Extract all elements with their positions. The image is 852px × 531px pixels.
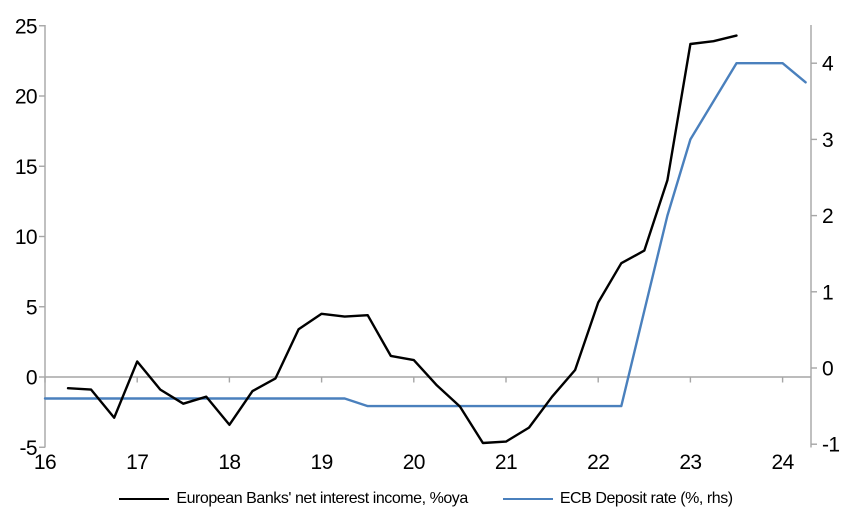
legend-line-sample-blue: [502, 497, 553, 501]
left-axis-tick-label: 15: [15, 156, 37, 179]
chart-legend: European Banks' net interest income, %oy…: [0, 484, 852, 514]
series-line-ecb-deposit-rate: [43, 62, 807, 408]
right-axis-tick-label: -1: [822, 434, 839, 457]
x-axis-ticks: 16 17 18 19 20 21 22 23 24: [34, 377, 795, 474]
right-axis-tick-label: 0: [822, 358, 833, 381]
right-y-axis-ticks: -1 0 1 2 3 4: [811, 53, 840, 457]
left-axis-tick-label: -5: [20, 437, 37, 460]
series-line-net-interest-income: [66, 34, 738, 445]
x-axis-tick-label: 20: [403, 451, 425, 474]
legend-label-ecb-deposit-rate: ECB Deposit rate (%, rhs): [559, 490, 733, 507]
right-axis-tick-label: 3: [822, 129, 833, 152]
legend-item-net-interest-income: European Banks' net interest income, %oy…: [119, 490, 468, 508]
x-axis-tick-label: 23: [679, 451, 701, 474]
left-axis-tick-label: 5: [26, 296, 37, 319]
x-axis-tick-label: 16: [34, 451, 56, 474]
left-axis-tick-label: 10: [15, 226, 37, 249]
right-axis-tick-label: 2: [822, 205, 833, 228]
x-axis-tick-label: 24: [772, 451, 795, 474]
left-axis-tick-label: 25: [15, 15, 37, 38]
left-axis-tick-label: 20: [15, 86, 37, 109]
legend-label-net-interest-income: European Banks' net interest income, %oy…: [176, 490, 468, 507]
left-y-axis-ticks: -5 0 5 10 15 20 25: [15, 15, 45, 460]
x-axis-tick-label: 22: [587, 451, 609, 474]
legend-line-sample-black: [119, 497, 170, 501]
left-axis-tick-label: 0: [26, 367, 37, 390]
x-axis-tick-label: 17: [126, 451, 148, 474]
right-axis-tick-label: 1: [822, 281, 833, 304]
x-axis-tick-label: 18: [218, 451, 240, 474]
x-axis-tick-label: 19: [311, 451, 333, 474]
right-axis-tick-label: 4: [822, 53, 834, 76]
legend-item-ecb-deposit-rate: ECB Deposit rate (%, rhs): [502, 490, 733, 508]
x-axis-tick-label: 21: [495, 451, 517, 474]
